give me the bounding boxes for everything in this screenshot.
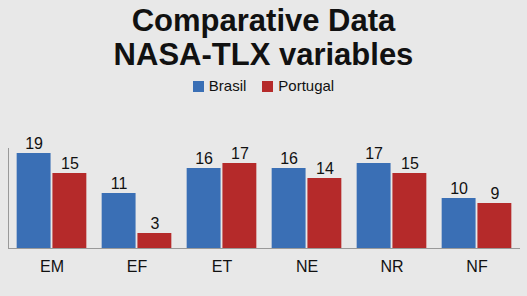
svg-text:16: 16 <box>195 150 213 167</box>
svg-text:15: 15 <box>401 155 419 172</box>
html-text:Portugal: Portugal <box>278 76 335 94</box>
svg-text:10: 10 <box>450 180 468 197</box>
svg-text:17: 17 <box>231 145 249 162</box>
svg-text:14: 14 <box>316 160 334 177</box>
svg-text:9: 9 <box>490 185 499 202</box>
svg-text:15: 15 <box>61 155 79 172</box>
html-text:Brasil: Brasil <box>208 76 247 94</box>
svg-text:NE: NE <box>296 258 318 275</box>
html-text:Comparative Data NASA-TLX vari: Comparative Data NASA-TLX variables <box>113 3 414 72</box>
svg-text:16: 16 <box>280 150 298 167</box>
svg-text:ET: ET <box>212 258 233 275</box>
svg-text:19: 19 <box>25 135 43 152</box>
svg-text:NR: NR <box>380 258 403 275</box>
svg-text:11: 11 <box>111 175 128 192</box>
svg-text:3: 3 <box>150 215 159 232</box>
svg-text:EM: EM <box>40 258 64 275</box>
svg-text:NF: NF <box>466 258 488 275</box>
svg-text:EF: EF <box>127 258 148 275</box>
svg-text:17: 17 <box>365 145 383 162</box>
